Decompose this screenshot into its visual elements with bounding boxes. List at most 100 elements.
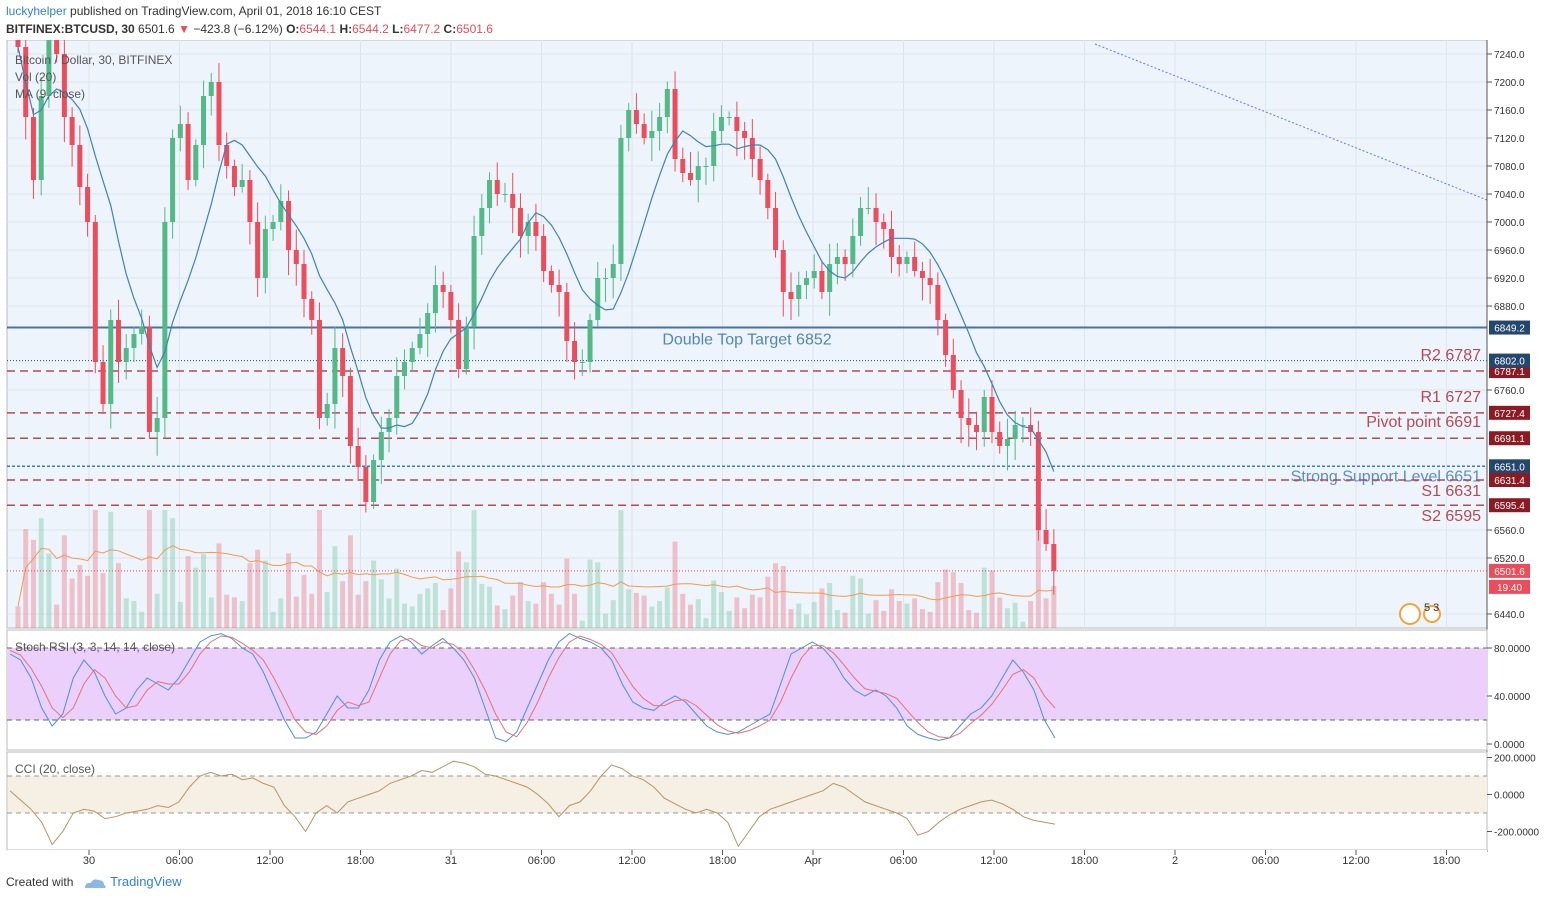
candle [602,278,608,279]
candle [85,187,91,222]
candle [610,264,616,278]
high-value: 6544.2 [352,22,389,36]
volume-bar [425,588,431,628]
volume-bar [309,593,315,628]
candle [564,292,570,341]
volume-bar [471,510,477,628]
candle [347,376,353,446]
candle [162,222,168,418]
x-tick-label: 12:00 [618,855,646,867]
stoch-tick-label: 80.0000 [1494,644,1531,655]
volume-bar [440,610,446,628]
low-label: L: [392,22,404,36]
legend-ma[interactable]: MA (9, close) [15,87,85,101]
price-tag [1489,353,1530,368]
legend-title[interactable]: Bitcoin / Dollar, 30, BITFINEX [15,53,172,67]
legend-vol[interactable]: Vol (20) [15,70,56,84]
volume-bar [587,559,593,628]
x-tick-label: 12:00 [980,855,1008,867]
price-tag [1489,405,1530,420]
publish-text: published on TradingView.com, April 01, … [66,4,382,18]
y-tick-label: 6760.0 [1494,386,1525,397]
candle [541,236,547,271]
price-tag [1489,320,1530,335]
level-label: R2 6787 [1421,347,1482,364]
volume-bar [765,576,771,628]
tradingview-link[interactable]: TradingView [110,874,182,889]
volume-bar [703,618,709,628]
volume-bar [177,601,183,628]
cci-series-line [9,760,1056,848]
y-tick-label: 7160.0 [1494,106,1525,117]
volume-bar [657,601,663,628]
candle [1043,530,1049,544]
candle [286,201,292,250]
cci-legend[interactable]: CCI (20, close) [15,762,95,776]
candle [440,285,446,292]
countdown-tag-label: 19:40 [1497,583,1522,594]
price-tag-label: 6651.0 [1494,462,1525,473]
volume-bar [247,563,253,628]
volume-bar [487,586,493,628]
candle [525,222,531,236]
candle [371,460,377,502]
candle [1035,432,1041,530]
volume-bar [641,595,647,628]
candle [231,166,237,187]
y-tick-label: 7040.0 [1494,190,1525,201]
volume-bar [749,594,755,628]
candle [425,313,431,334]
candle [633,110,639,124]
chart-canvas[interactable]: Double Top Target 6852 R2 6787 R1 6727 Pivo… [0,40,1554,870]
volume-bars [15,510,1057,628]
volume-bar [958,583,964,628]
price-tags: 6849.2 6787.1 6727.4 6691.1 6651.0 6631.4 6595… [1489,320,1530,594]
candle [193,145,199,180]
candle [664,89,670,117]
volume-bar [517,582,523,628]
author-link[interactable]: luckyhelper [6,4,67,18]
candle [649,131,655,138]
volume-bar [718,592,724,628]
volume-bar [332,546,338,628]
candle [309,299,315,320]
y-tick-label: 7120.0 [1494,134,1525,145]
candle [363,467,369,502]
candle [888,229,894,257]
volume-bar [139,611,145,628]
event-badge[interactable]: 5 3 [1399,602,1441,625]
candle [1012,425,1018,439]
volume-bar [146,510,152,628]
volume-bar [494,605,500,628]
candle [139,327,145,334]
stoch-legend[interactable]: Stoch RSI (3, 3, 14, 14, close) [15,640,175,654]
volume-bar [873,600,879,628]
candle [796,285,802,299]
price-tag [1489,498,1530,513]
candle [502,194,508,195]
price-tag-label: 6727.4 [1494,409,1525,420]
volume-bar [224,594,230,628]
candle [247,180,253,222]
candle [170,138,176,222]
volume-bar [131,601,137,628]
price-tag [1489,459,1530,474]
volume-bar [564,558,570,628]
volume-bar [734,597,740,628]
volume-bar [827,583,833,628]
level-label: S2 6595 [1421,508,1481,525]
volume-bar [463,562,469,628]
time-axis[interactable] [7,850,1487,870]
y-tick-label: 7200.0 [1494,78,1525,89]
volume-bar [541,582,547,628]
candle [471,236,477,327]
candle [595,278,601,320]
volume-bar [371,560,377,628]
candle [556,285,562,292]
candle [115,320,121,362]
price-axis-ticks: 7240.0 7200.0 7160.0 7120.0 7080.0 7040.0 7000… [1487,50,1525,621]
volume-bar [943,569,949,628]
volume-bar [680,593,686,628]
price-tag-label: 6631.4 [1494,476,1525,487]
volume-bar [626,589,632,628]
